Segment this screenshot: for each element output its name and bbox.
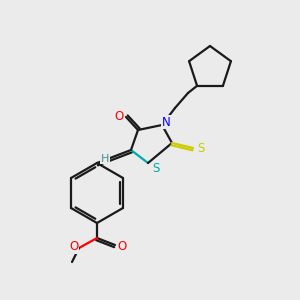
Text: O: O — [69, 241, 79, 254]
Text: S: S — [197, 142, 205, 155]
Text: O: O — [114, 110, 124, 122]
Text: H: H — [101, 154, 109, 164]
Text: N: N — [162, 116, 170, 128]
Text: S: S — [152, 161, 160, 175]
Text: O: O — [117, 241, 127, 254]
